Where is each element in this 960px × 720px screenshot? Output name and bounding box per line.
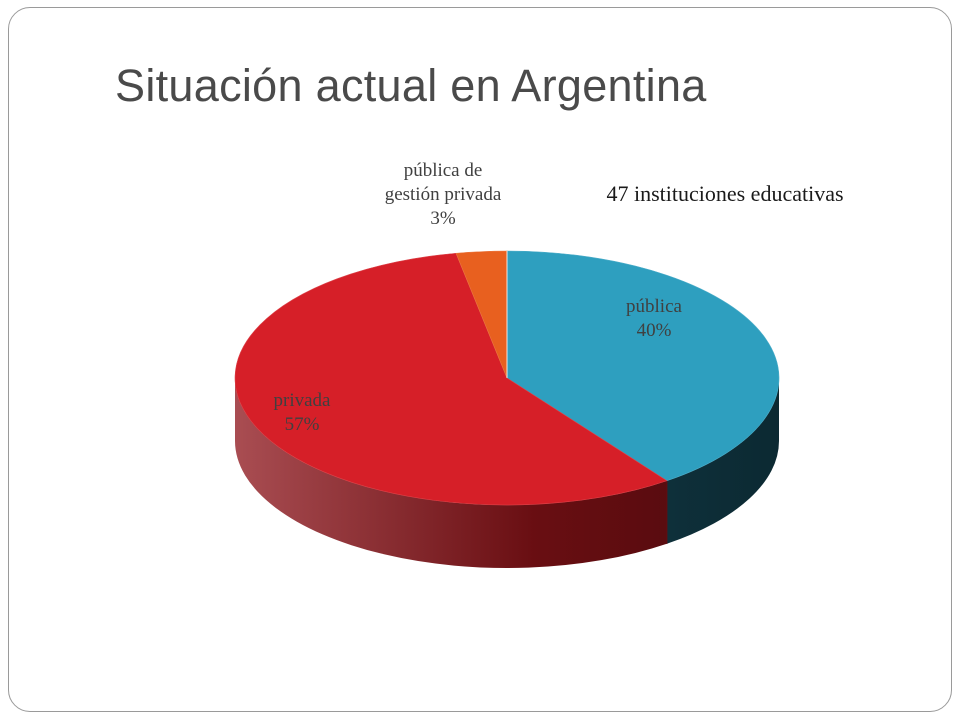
pie-slice-side	[235, 378, 667, 569]
pie-slice	[234, 252, 668, 506]
pie-slice-side	[666, 378, 779, 544]
pie-labels: pública 40% privada 57% pública de gestión pr…	[274, 160, 683, 435]
pie-slice-label: pública 40%	[626, 296, 682, 341]
pie-slice	[506, 250, 780, 482]
pie-slice-label: privada 57%	[274, 390, 332, 435]
pie-slices	[234, 250, 780, 506]
chart-annotation: 47 instituciones educativas	[606, 181, 843, 206]
slide-title: Situación actual en Argentina	[115, 60, 707, 111]
pie-sides	[235, 378, 779, 569]
pie-slice-label: pública de gestión privada 3%	[385, 160, 502, 229]
